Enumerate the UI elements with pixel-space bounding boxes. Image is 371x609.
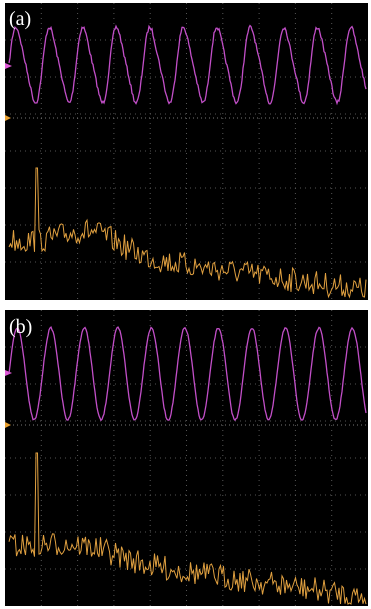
panel-a: (a) xyxy=(5,3,368,300)
screen xyxy=(5,3,368,300)
panel-label: (a) xyxy=(9,8,31,30)
panel-b: (b) xyxy=(5,310,368,606)
screen xyxy=(5,310,368,606)
figure: (a) (b) xyxy=(0,0,371,609)
panel-label: (b) xyxy=(9,316,32,338)
